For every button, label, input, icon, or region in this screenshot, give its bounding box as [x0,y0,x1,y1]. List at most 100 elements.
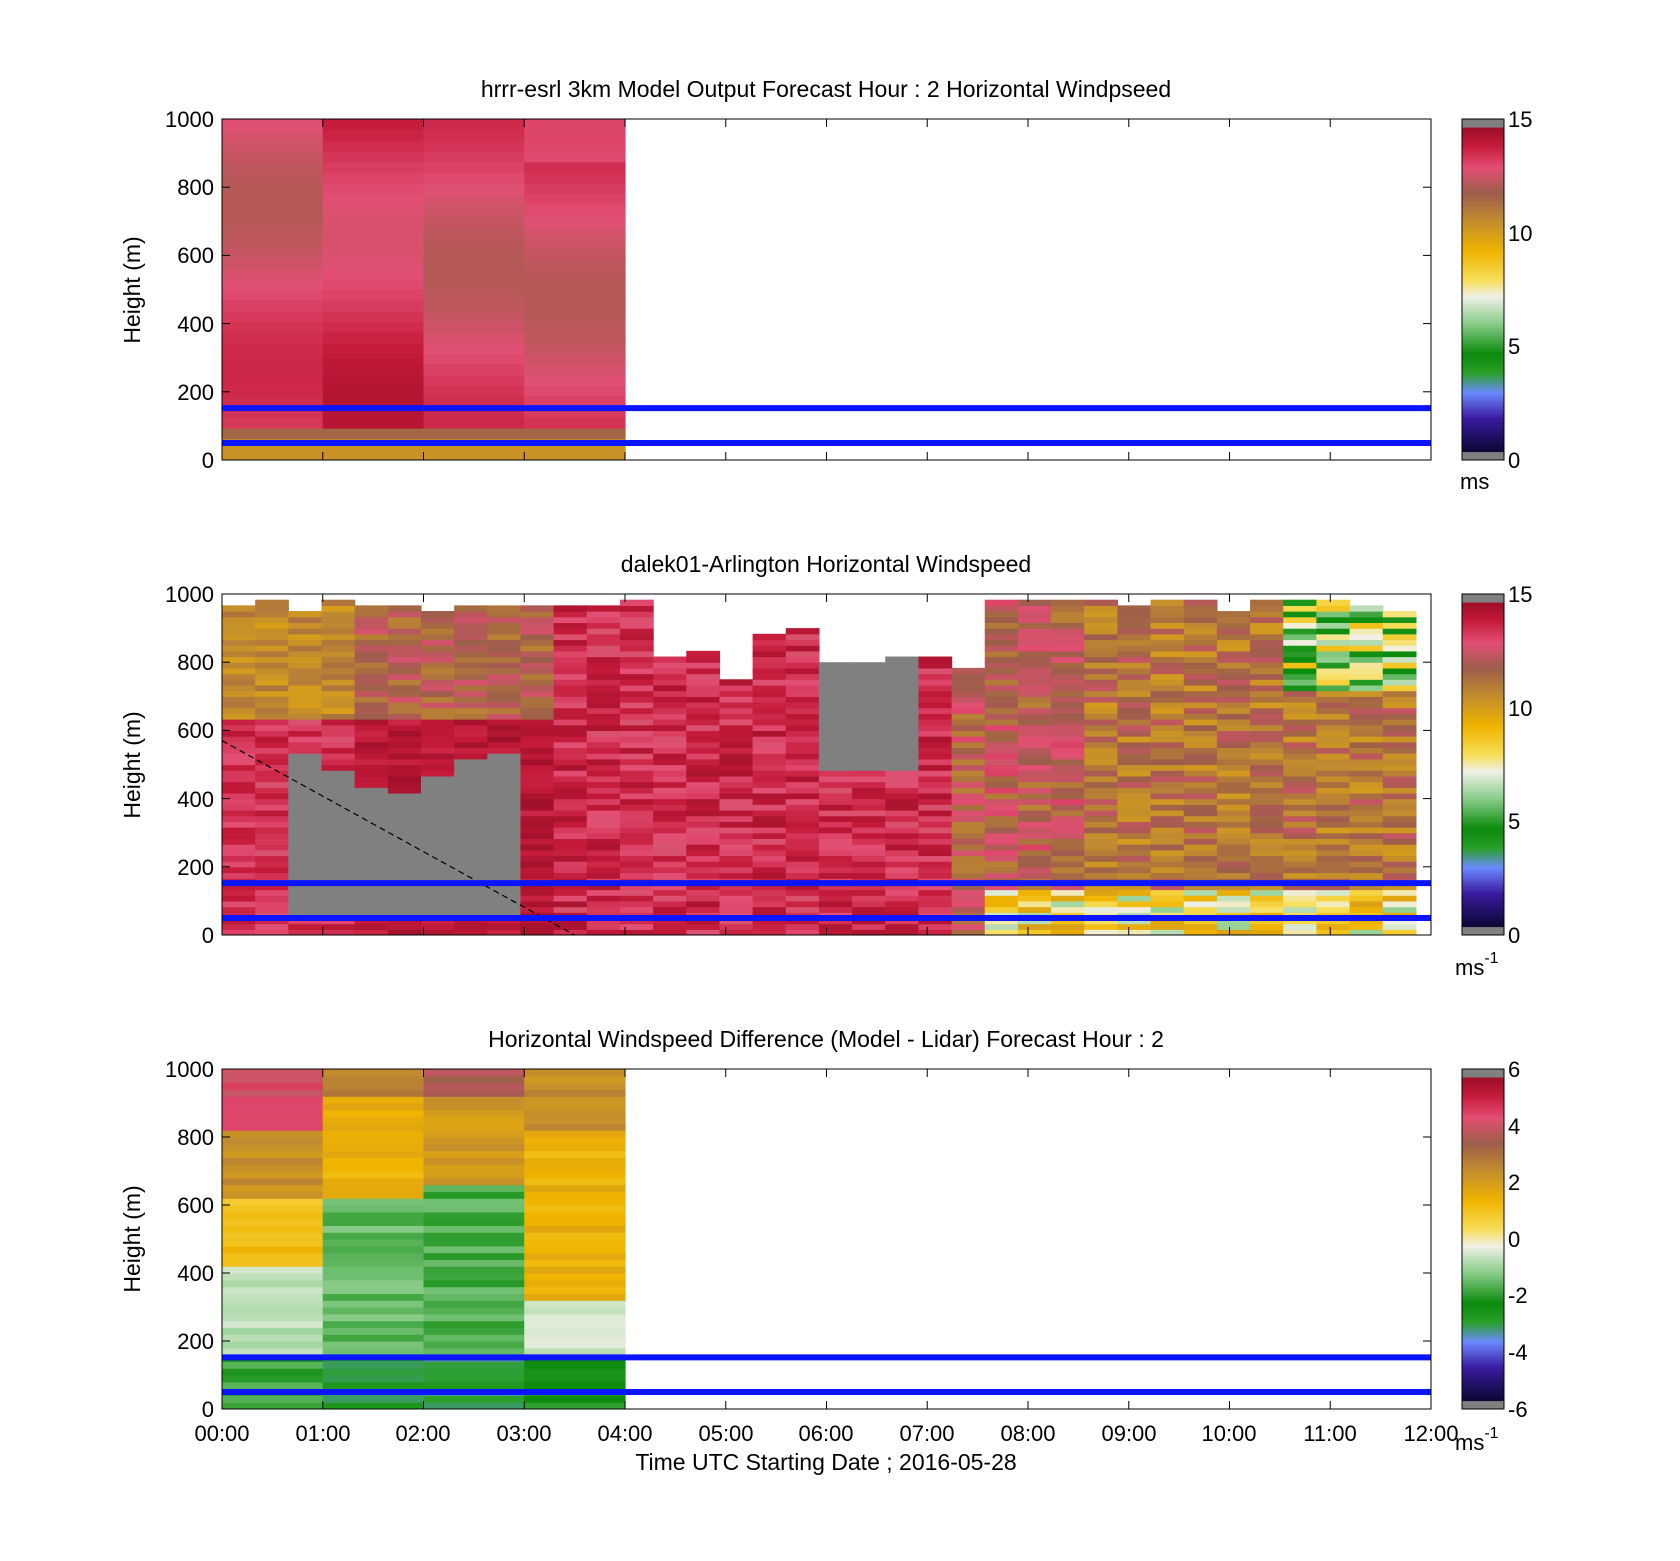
heatmap-cell [1017,633,1052,641]
heatmap-cell [1216,730,1251,737]
heatmap-cell [918,889,953,896]
heatmap-cell [420,736,455,743]
heatmap-cell [1349,673,1384,680]
heatmap-cell [255,838,289,845]
heatmap-cell [255,622,289,629]
heatmap-cell [752,787,787,794]
heatmap-cell [1349,611,1384,618]
heatmap-cell [752,838,787,845]
heatmap-cell [586,872,621,879]
heatmap-cell [420,747,455,754]
heatmap-cell [524,268,626,280]
heatmap-cell [1316,622,1351,629]
heatmap-cell [918,906,953,913]
heatmap-cell [686,889,721,896]
heatmap-cell [454,844,488,851]
heatmap-cell [288,929,323,935]
heatmap-cell [222,764,256,771]
heatmap-cell [321,917,356,925]
heatmap-cell [1051,917,1085,925]
heatmap-cell [520,923,555,930]
heatmap-cell [918,724,953,731]
heatmap-cell [420,861,455,868]
heatmap-cell [1250,792,1284,800]
heatmap-cell [1316,719,1351,726]
colorbar-swatch [1462,273,1504,277]
heatmap-cell [1283,770,1317,777]
heatmap-cell [454,770,488,777]
heatmap-cell [1316,787,1351,794]
colorbar-swatch [1462,880,1504,884]
heatmap-cell [288,889,323,896]
colorbar-swatch [1462,332,1504,336]
heatmap-cell [885,809,920,817]
heatmap-cell [818,917,853,925]
heatmap-cell [918,770,953,777]
colorbar-frame [1461,593,1505,936]
colorbar-swatch [1462,367,1504,372]
heatmap-cell [387,673,422,680]
heatmap-cell [354,855,389,862]
heatmap-cell [520,770,555,777]
heatmap-cell [524,1279,626,1288]
heatmap-cell [1017,775,1052,783]
heatmap-cell [951,775,986,783]
heatmap-cell [222,707,256,714]
colorbar-swatch [1462,424,1504,428]
heatmap-cell [1183,855,1218,862]
heatmap-cell [553,758,588,766]
heatmap-cell [818,815,853,822]
heatmap-cell [818,861,853,868]
heatmap-cell [1283,747,1317,754]
heatmap-cell [520,679,555,686]
heatmap-cell [520,844,555,851]
heatmap-cell [222,300,324,312]
heatmap-cell [1283,827,1317,834]
heatmap-cell [420,724,455,731]
heatmap-cell [423,257,525,269]
heatmap-cell [1349,650,1384,658]
heatmap-cell [619,895,654,902]
heatmap-cell [653,781,687,788]
heatmap-cell [520,872,555,879]
heatmap-cell [454,821,488,828]
colorbar-swatch [1462,1152,1504,1157]
heatmap-cell [520,804,555,811]
colorbar-swatch [1462,305,1504,309]
heatmap-cell [321,883,356,891]
heatmap-cell [524,449,626,460]
y-tick-label: 800 [177,175,214,200]
colorbar-swatch [1462,1314,1504,1318]
heatmap-cell [785,809,820,817]
colorbar-swatch [1462,1099,1504,1103]
heatmap-cell [222,730,256,737]
colorbar-swatch [1462,1228,1504,1232]
heatmap-cell [387,724,422,731]
heatmap-cell [1283,917,1317,925]
heatmap-cell [1283,611,1317,618]
heatmap-cell [1349,809,1384,817]
heatmap-cell [322,1259,425,1267]
heatmap-cell [1283,821,1317,828]
heatmap-cell [454,645,488,652]
heatmap-cell [752,895,787,902]
heatmap-cell [1316,747,1351,754]
colorbar-swatch [1462,902,1504,906]
heatmap-cell [222,798,256,805]
colorbar-swatch [1462,429,1504,434]
heatmap-cell [1051,707,1085,714]
colorbar-swatch [1462,864,1504,868]
heatmap-cell [553,787,588,794]
y-tick-label: 400 [177,312,214,337]
heatmap-cell [423,353,525,365]
heatmap-cell [520,809,555,817]
colorbar-swatch [1462,238,1504,242]
heatmap-cell [1316,707,1351,714]
heatmap-cell [1117,645,1152,652]
colorbar-swatch [1462,203,1504,207]
heatmap-cell [653,872,687,879]
heatmap-cell [686,787,721,794]
heatmap-cell [1283,696,1317,703]
heatmap-cell [288,832,323,839]
colorbar-swatch [1462,1249,1504,1254]
